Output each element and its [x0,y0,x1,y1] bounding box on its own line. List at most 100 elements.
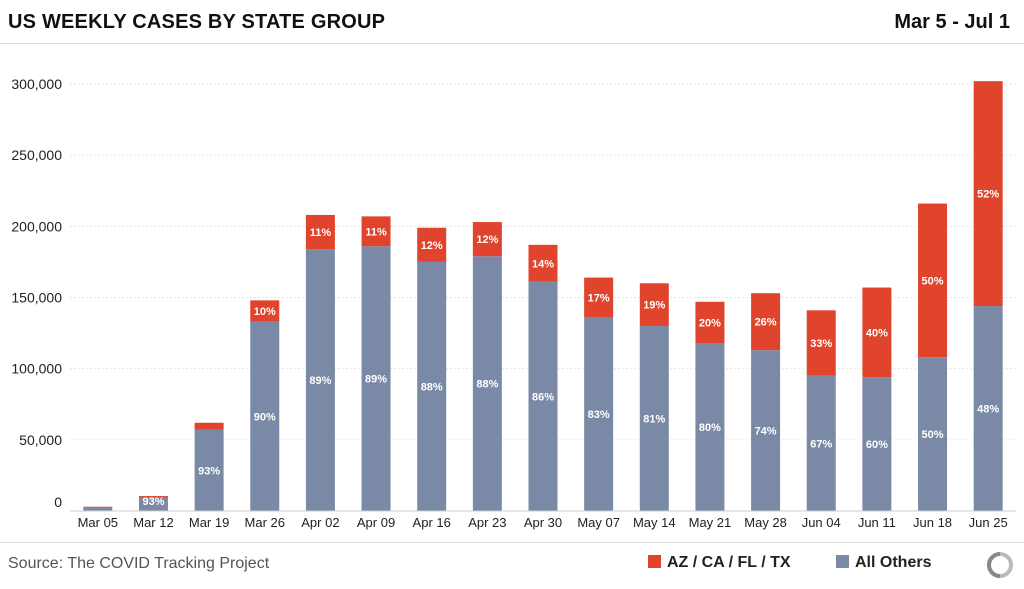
bar-all-others [695,343,725,511]
bar-all-others [862,377,892,511]
covid-tracking-logo-icon [987,552,1013,578]
bar-az-ca-fl-tx [918,203,948,358]
bar-az-ca-fl-tx [138,496,168,498]
y-tick-label: 0 [54,494,62,510]
bar-all-others [417,261,447,511]
bar-az-ca-fl-tx [695,301,725,344]
bar-label-az-ca-fl-tx: 14% [532,258,554,270]
y-tick-label: 100,000 [11,361,62,377]
bar-label-az-ca-fl-tx: 10% [254,306,276,318]
x-tick-label: May 14 [633,515,676,530]
bar-label-az-ca-fl-tx: 40% [866,327,888,339]
x-tick-label: May 28 [744,515,787,530]
x-tick-label: Apr 23 [468,515,506,530]
y-tick-label: 200,000 [11,218,62,234]
bar-az-ca-fl-tx [639,283,669,326]
bar-label-all-others: 81% [643,413,665,425]
bar-az-ca-fl-tx [83,506,113,508]
source-note: Source: The COVID Tracking Project [8,555,270,572]
legend-item-az-ca-fl-tx: AZ / CA / FL / TX [648,554,791,572]
bar-all-others [138,497,168,511]
y-tick-label: 50,000 [19,432,62,448]
bar-az-ca-fl-tx [584,277,614,318]
x-tick-label: Jun 18 [913,515,952,530]
bar-az-ca-fl-tx [806,310,836,376]
bar-label-az-ca-fl-tx: 20% [699,317,721,329]
bar-label-az-ca-fl-tx: 11% [365,226,387,238]
bar-label-az-ca-fl-tx: 12% [476,234,498,246]
bar-label-az-ca-fl-tx: 33% [810,338,832,350]
bar-all-others [973,306,1003,511]
bar-label-all-others: 88% [476,379,498,391]
bar-all-others [806,375,836,511]
chart-footer: Source: The COVID Tracking Project AZ / … [0,542,1024,589]
bar-all-others [751,350,781,511]
x-tick-label: Apr 30 [524,515,562,530]
bar-label-all-others: 93% [142,496,164,508]
x-tick-label: Mar 19 [189,515,229,530]
date-range: Mar 5 - Jul 1 [894,11,1010,33]
bar-label-all-others: 86% [532,391,554,403]
bar-label-all-others: 88% [421,381,443,393]
bar-all-others [194,429,224,511]
bar-label-all-others: 90% [254,411,276,423]
bar-label-all-others: 48% [977,404,999,416]
x-tick-label: Jun 25 [969,515,1008,530]
bar-label-all-others: 60% [866,439,888,451]
bar-label-all-others: 89% [309,375,331,387]
x-tick-label: May 21 [689,515,732,530]
bar-label-az-ca-fl-tx: 11% [310,227,332,239]
legend-item-all-others: All Others [836,554,931,572]
bar-all-others [250,321,280,511]
legend-swatch-others [836,555,849,568]
bar-az-ca-fl-tx [194,422,224,430]
bar-az-ca-fl-tx [417,227,447,262]
bar-az-ca-fl-tx [472,222,502,257]
y-tick-label: 300,000 [11,76,62,92]
bar-all-others [305,249,335,511]
bar-az-ca-fl-tx [751,293,781,351]
y-tick-label: 150,000 [11,290,62,306]
bar-az-ca-fl-tx [361,216,391,247]
x-tick-label: May 07 [577,515,620,530]
bar-all-others [639,325,669,511]
bar-all-others [918,357,948,511]
bar-label-az-ca-fl-tx: 50% [922,275,944,287]
bar-label-all-others: 83% [588,409,610,421]
x-tick-label: Jun 11 [858,515,896,530]
bar-label-all-others: 67% [810,438,832,450]
bar-label-az-ca-fl-tx: 52% [977,189,999,201]
y-tick-label: 250,000 [11,147,62,163]
bar-label-all-others: 93% [198,465,220,477]
bar-label-az-ca-fl-tx: 12% [421,240,443,252]
bar-az-ca-fl-tx [528,244,558,282]
bar-label-az-ca-fl-tx: 17% [588,293,610,305]
bar-az-ca-fl-tx [862,287,892,378]
legend-label-group-a: AZ / CA / FL / TX [667,554,791,571]
x-tick-label: Apr 09 [357,515,395,530]
bar-all-others [528,281,558,511]
bar-all-others [83,507,113,511]
chart-title: US WEEKLY CASES BY STATE GROUP [8,11,386,33]
x-tick-label: Apr 02 [301,515,339,530]
bar-label-az-ca-fl-tx: 19% [643,300,665,312]
bar-label-all-others: 89% [365,374,387,386]
bar-all-others [472,256,502,511]
bar-label-all-others: 74% [755,426,777,438]
bar-az-ca-fl-tx [973,81,1003,307]
bar-all-others [584,317,614,511]
bar-label-az-ca-fl-tx: 26% [755,317,777,329]
bar-label-all-others: 80% [699,422,721,434]
legend-swatch-group-a [648,555,661,568]
x-tick-label: Mar 12 [133,515,173,530]
x-tick-label: Jun 04 [802,515,841,530]
x-tick-label: Mar 26 [245,515,285,530]
chart-header: US WEEKLY CASES BY STATE GROUP Mar 5 - J… [0,0,1024,44]
bar-chart: 0 50,000 100,000 150,000 200,000 250,000 300,0… [11,76,1016,530]
bar-az-ca-fl-tx [305,214,335,250]
bar-az-ca-fl-tx [250,300,280,322]
bar-label-all-others: 50% [922,429,944,441]
legend-label-others: All Others [855,554,932,571]
x-tick-label: Apr 16 [413,515,451,530]
bar-all-others [361,246,391,511]
